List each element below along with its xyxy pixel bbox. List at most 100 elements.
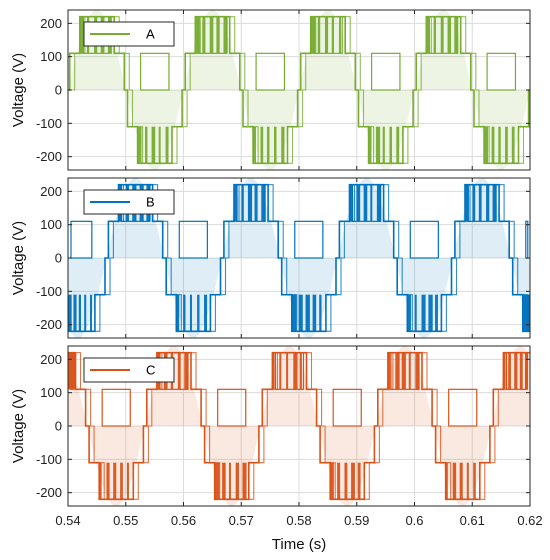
switching-band (331, 16, 334, 54)
x-tick-label: 0.62 (517, 513, 542, 528)
switching-band (223, 16, 228, 54)
x-tick-label: 0.59 (344, 513, 369, 528)
switching-band (215, 462, 220, 500)
y-tick-label: 100 (40, 385, 62, 400)
y-tick-label: 200 (40, 184, 62, 199)
switching-band (514, 352, 518, 390)
y-tick-label: 200 (40, 16, 62, 31)
switching-band (126, 462, 129, 500)
switching-band (272, 352, 275, 390)
switching-band (414, 294, 417, 332)
switching-band (376, 184, 382, 222)
waveform-line-alt (73, 184, 530, 332)
switching-band (478, 184, 482, 222)
x-tick-label: 0.54 (55, 513, 80, 528)
switching-band (519, 352, 523, 390)
switching-band (426, 16, 430, 54)
switching-band (281, 126, 285, 164)
switching-band (209, 16, 214, 54)
switching-band (78, 294, 81, 332)
switching-band (433, 16, 436, 54)
y-tick-label: 100 (40, 49, 62, 64)
switching-band (79, 16, 85, 54)
switching-band (486, 184, 490, 222)
switching-band (319, 294, 322, 332)
switching-band (176, 294, 180, 332)
switching-band (266, 126, 270, 164)
switching-band (465, 184, 469, 222)
switching-outline (486, 52, 517, 91)
switching-band (370, 184, 373, 222)
switching-band (177, 352, 181, 390)
switching-band (197, 294, 200, 332)
switching-band (338, 16, 341, 54)
switching-band (158, 126, 161, 164)
switching-band (254, 184, 258, 222)
switching-outline (525, 220, 529, 259)
switching-band (279, 352, 282, 390)
legend-label: B (146, 195, 155, 210)
switching-band (222, 462, 226, 500)
switching-band (204, 294, 208, 332)
switching-outline (294, 220, 324, 259)
switching-band (273, 126, 277, 164)
switching-band (484, 126, 489, 164)
switching-band (113, 462, 117, 500)
switching-outline (217, 388, 247, 427)
y-tick-label: -200 (36, 149, 62, 164)
switching-band (165, 126, 169, 164)
switching-band (68, 352, 71, 390)
switching-band (242, 462, 247, 500)
y-tick-label: -200 (36, 485, 62, 500)
switching-band (151, 126, 156, 164)
switching-band (421, 294, 426, 332)
switching-band (472, 184, 476, 222)
switching-band (387, 352, 391, 390)
switching-band (344, 462, 348, 500)
switching-band (505, 126, 508, 164)
switching-band (459, 462, 463, 500)
switching-band (396, 126, 400, 164)
switching-band (90, 294, 93, 332)
switching-outline (101, 388, 131, 427)
switching-band (454, 16, 458, 54)
switching-band (349, 184, 353, 222)
switching-band (511, 126, 515, 164)
legend-label: C (146, 363, 155, 378)
switching-band (407, 294, 411, 332)
switching-band (435, 294, 438, 332)
switching-band (375, 126, 381, 164)
switching-band (183, 294, 186, 332)
switching-band (408, 352, 411, 390)
switching-band (428, 294, 433, 332)
switching-outline (139, 52, 170, 91)
switching-band (351, 462, 355, 500)
switching-band (356, 184, 361, 222)
switching-outline (332, 388, 362, 427)
switching-band (293, 352, 298, 390)
switching-band (473, 462, 476, 500)
panel-a: -200 -100 0 100 200 Voltage (V) A (10, 9, 531, 171)
waveform-line-alt (73, 16, 530, 164)
switching-band (253, 126, 256, 164)
switching-band (415, 352, 419, 390)
switching-outline (178, 220, 208, 259)
switching-band (247, 184, 253, 222)
switching-band (145, 126, 148, 164)
legend-label: A (146, 27, 155, 42)
switching-band (292, 294, 297, 332)
switching-band (184, 352, 189, 390)
switching-band (202, 16, 206, 54)
switching-band (84, 294, 87, 332)
switching-band (395, 352, 400, 390)
x-tick-label: 0.56 (171, 513, 196, 528)
switching-band (312, 294, 317, 332)
y-tick-label: 100 (40, 217, 62, 232)
switching-band (298, 294, 303, 332)
y-axis-label: Voltage (V) (10, 389, 27, 463)
panel-b: -200 -100 0 100 200 Voltage (V) B (10, 177, 531, 339)
switching-band (445, 462, 448, 500)
switching-outline (370, 52, 401, 91)
switching-band (216, 16, 220, 54)
